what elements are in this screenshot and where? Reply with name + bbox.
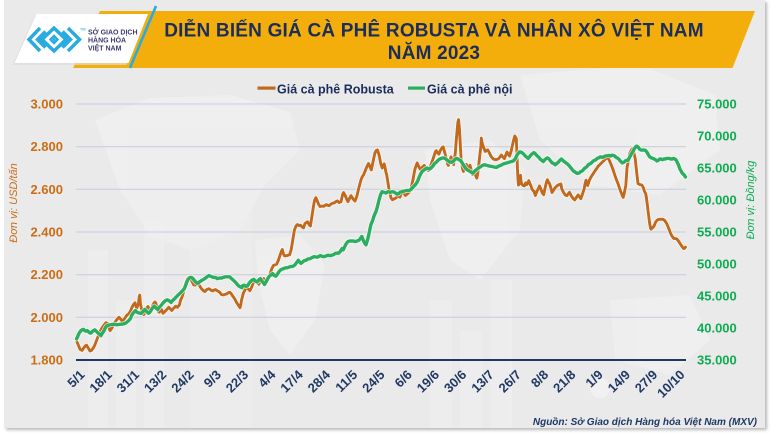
svg-text:65.000: 65.000 [697,161,737,176]
svg-text:HÀNG HÓA: HÀNG HÓA [88,36,126,45]
svg-text:21/8: 21/8 [550,367,579,396]
svg-text:17/4: 17/4 [277,366,306,395]
svg-text:45.000: 45.000 [697,289,737,304]
svg-text:60.000: 60.000 [697,193,737,208]
svg-text:3.000: 3.000 [30,97,63,112]
svg-text:2.000: 2.000 [30,310,63,325]
svg-text:Đơn vị: USD/tấn: Đơn vị: USD/tấn [8,163,20,242]
svg-text:SỞ GIAO DỊCH: SỞ GIAO DỊCH [88,28,138,37]
svg-text:Giá cà phê Robusta: Giá cà phê Robusta [277,83,395,97]
svg-text:35.000: 35.000 [697,353,737,368]
svg-text:2.600: 2.600 [30,182,63,197]
svg-text:2.400: 2.400 [30,225,63,240]
svg-text:NĂM 2023: NĂM 2023 [388,42,480,64]
svg-text:1.800: 1.800 [30,353,63,368]
svg-text:TM: TM [80,28,85,32]
svg-text:DIỄN BIẾN GIÁ CÀ PHÊ ROBUSTA V: DIỄN BIẾN GIÁ CÀ PHÊ ROBUSTA VÀ NHÂN XÔ … [164,20,704,42]
svg-text:2.800: 2.800 [30,139,63,154]
svg-text:40.000: 40.000 [697,321,737,336]
svg-text:75.000: 75.000 [697,97,737,112]
svg-text:Nguồn: Sở Giao dịch Hàng hóa V: Nguồn: Sở Giao dịch Hàng hóa Việt Nam (M… [533,416,758,428]
svg-text:2.200: 2.200 [30,267,63,282]
svg-text:8/8: 8/8 [528,367,551,390]
svg-text:55.000: 55.000 [697,225,737,240]
svg-text:11/5: 11/5 [332,367,360,395]
svg-text:28/4: 28/4 [305,366,334,395]
svg-text:5/1: 5/1 [64,367,87,390]
svg-text:Giá cà phê nội: Giá cà phê nội [427,83,512,97]
svg-text:10/10: 10/10 [654,367,688,401]
svg-text:50.000: 50.000 [697,257,737,272]
svg-text:70.000: 70.000 [697,129,737,144]
svg-text:4/4: 4/4 [255,366,279,390]
svg-text:VIỆT NAM: VIỆT NAM [88,44,122,53]
svg-text:24/5: 24/5 [359,367,388,396]
svg-text:Đơn vị: Đồng/kg: Đơn vị: Đồng/kg [745,160,757,240]
svg-text:6/6: 6/6 [392,367,415,390]
